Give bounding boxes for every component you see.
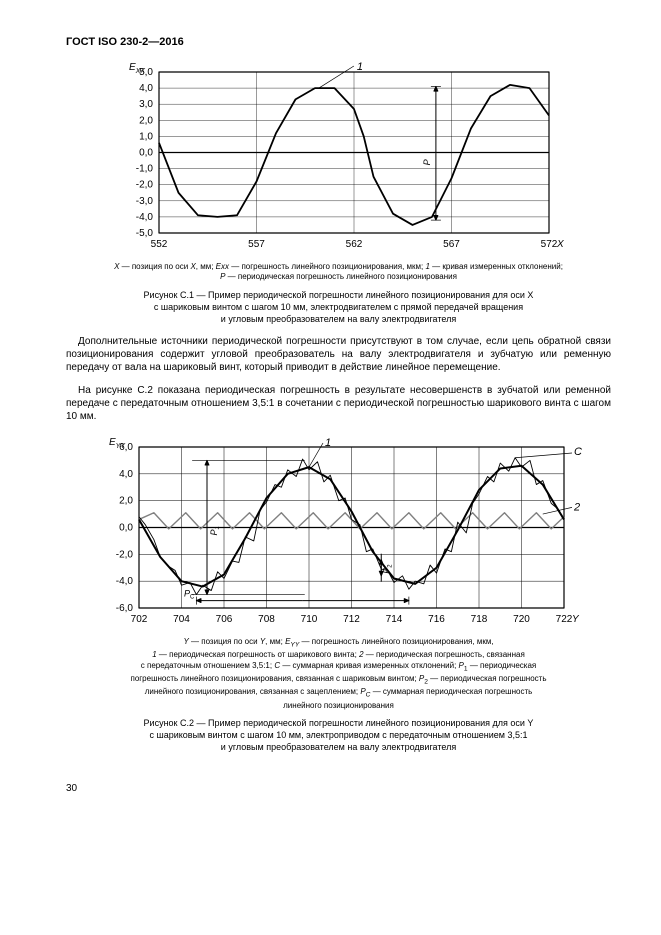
svg-text:-3,0: -3,0 bbox=[135, 196, 153, 207]
svg-text:-4,0: -4,0 bbox=[135, 212, 153, 223]
fig2-legend: Y — позиция по оси Y, мм; EYY — погрешно… bbox=[66, 637, 611, 711]
svg-text:-1,0: -1,0 bbox=[135, 164, 153, 175]
svg-text:708: 708 bbox=[258, 614, 275, 625]
svg-text:PC: PC bbox=[184, 589, 195, 601]
svg-text:567: 567 bbox=[443, 239, 460, 250]
svg-text:-6,0: -6,0 bbox=[115, 603, 133, 614]
svg-text:1,0: 1,0 bbox=[139, 131, 153, 142]
svg-text:-4,0: -4,0 bbox=[115, 576, 133, 587]
fig2-title: Рисунок С.2 — Пример периодической погре… bbox=[66, 717, 611, 753]
svg-text:572: 572 bbox=[540, 239, 557, 250]
fig1-title: Рисунок С.1 — Пример периодической погре… bbox=[66, 289, 611, 325]
svg-text:4,0: 4,0 bbox=[119, 469, 133, 480]
paragraph-1: Дополнительные источники периодической п… bbox=[66, 335, 611, 374]
figure-c1: 5,04,03,02,01,00,0-1,0-2,0-3,0-4,0-5,055… bbox=[109, 58, 569, 258]
svg-text:-5,0: -5,0 bbox=[135, 228, 153, 239]
svg-text:C: C bbox=[574, 446, 582, 458]
svg-text:EYY: EYY bbox=[109, 437, 126, 450]
svg-text:710: 710 bbox=[300, 614, 317, 625]
doc-header: ГОСТ ISO 230-2—2016 bbox=[66, 36, 611, 48]
fig2-title-l3: и угловым преобразователем на валу элект… bbox=[221, 742, 456, 752]
svg-text:712: 712 bbox=[343, 614, 360, 625]
svg-text:EXX: EXX bbox=[129, 62, 145, 75]
svg-text:2,0: 2,0 bbox=[139, 115, 153, 126]
svg-text:552: 552 bbox=[150, 239, 167, 250]
svg-text:702: 702 bbox=[130, 614, 147, 625]
svg-text:-2,0: -2,0 bbox=[135, 180, 153, 191]
page-number: 30 bbox=[66, 783, 611, 794]
svg-text:Y: Y bbox=[572, 614, 580, 625]
figure-c2: 6,04,02,00,0-2,0-4,0-6,07027047067087107… bbox=[89, 433, 589, 633]
fig1-legend: X — позиция по оси X, мм; Exx — погрешно… bbox=[66, 262, 611, 283]
svg-text:722: 722 bbox=[555, 614, 572, 625]
svg-text:4,0: 4,0 bbox=[139, 83, 153, 94]
svg-text:562: 562 bbox=[345, 239, 362, 250]
svg-text:-2,0: -2,0 bbox=[115, 550, 133, 561]
svg-text:720: 720 bbox=[513, 614, 530, 625]
svg-text:716: 716 bbox=[428, 614, 445, 625]
svg-text:1: 1 bbox=[325, 437, 331, 449]
svg-text:P: P bbox=[421, 159, 431, 165]
fig2-title-l2: с шариковым винтом с шагом 10 мм, электр… bbox=[149, 730, 527, 740]
svg-text:3,0: 3,0 bbox=[139, 99, 153, 110]
fig2-title-l1: Рисунок С.2 — Пример периодической погре… bbox=[144, 718, 534, 728]
svg-text:557: 557 bbox=[248, 239, 265, 250]
fig1-title-l2: с шариковым винтом с шагом 10 мм, электр… bbox=[154, 302, 523, 312]
svg-text:2,0: 2,0 bbox=[119, 496, 133, 507]
fig1-title-l3: и угловым преобразователем на валу элект… bbox=[221, 314, 456, 324]
svg-text:714: 714 bbox=[385, 614, 402, 625]
svg-text:706: 706 bbox=[215, 614, 232, 625]
svg-text:X: X bbox=[556, 239, 564, 250]
fig1-title-l1: Рисунок С.1 — Пример периодической погре… bbox=[144, 290, 534, 300]
svg-text:718: 718 bbox=[470, 614, 487, 625]
svg-text:2: 2 bbox=[573, 502, 580, 514]
svg-text:1: 1 bbox=[356, 61, 362, 73]
svg-text:0,0: 0,0 bbox=[119, 523, 133, 534]
svg-text:704: 704 bbox=[173, 614, 190, 625]
svg-text:0,0: 0,0 bbox=[139, 148, 153, 159]
paragraph-2: На рисунке С.2 показана периодическая по… bbox=[66, 384, 611, 423]
